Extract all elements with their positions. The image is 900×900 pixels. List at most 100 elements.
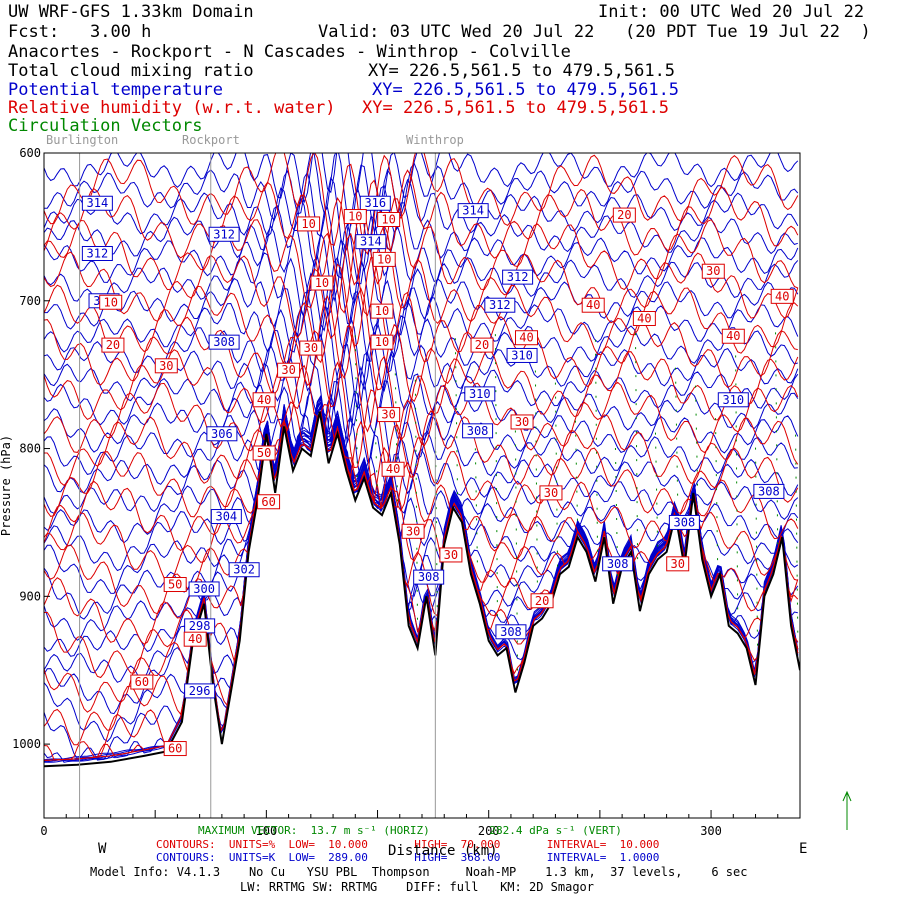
forecast-hours: 3.00 h: [90, 22, 152, 42]
rh-label: 50: [163, 577, 187, 593]
rh-label-box: [539, 485, 563, 501]
field-rh: Relative humidity (w.r.t. water): [8, 98, 336, 118]
rh-label-box: [297, 216, 321, 232]
rh-label: 30: [666, 556, 690, 572]
theta-label-text: 308: [674, 515, 696, 529]
rh-label: 40: [252, 392, 276, 408]
rh-label-text: 20: [106, 338, 120, 352]
theta-label-box: [753, 483, 785, 499]
circulation-vector: [775, 332, 779, 551]
rh-label: 20: [470, 337, 494, 353]
rh-label-text: 10: [377, 252, 391, 266]
rh-label: 30: [277, 362, 301, 378]
route-title: Anacortes - Rockport - N Cascades - Wint…: [8, 42, 571, 62]
theta-label-text: 314: [360, 235, 382, 249]
theta-label-text: 296: [189, 684, 211, 698]
theta-contour: [44, 153, 799, 208]
theta-label-box: [188, 581, 220, 597]
theta-label-box: [206, 426, 238, 442]
rh-label-text: 40: [586, 298, 600, 312]
rh-label-text: 40: [519, 331, 533, 345]
x-tick-label: 0: [40, 824, 47, 838]
rh-label-text: 60: [168, 742, 182, 756]
rh-label: 10: [370, 303, 394, 319]
theta-label: 308: [668, 514, 700, 530]
theta-label-box: [413, 569, 445, 585]
rh-label-text: 10: [375, 304, 389, 318]
circulation-vector: [715, 418, 719, 571]
rh-label: 40: [381, 461, 405, 477]
rh-label: 40: [515, 330, 539, 346]
circulation-vector: [494, 334, 499, 637]
theta-label-text: 306: [211, 427, 233, 441]
rh-label-box: [370, 303, 394, 319]
theta-label: 314: [81, 195, 113, 211]
rh-label-text: 30: [706, 264, 720, 278]
theta-label-box: [668, 514, 700, 530]
rh-label-box: [370, 334, 394, 350]
theta-label: 300: [188, 581, 220, 597]
rh-label: 10: [370, 334, 394, 350]
theta-label-text: 310: [722, 393, 744, 407]
rh-label-box: [377, 212, 401, 227]
valid-time: Valid: 03 UTC Wed 20 Jul 22 (20 PDT Tue …: [318, 22, 871, 42]
rh-label: 30: [377, 407, 401, 423]
rh-label-text: 30: [544, 486, 558, 500]
field-cloud-xy: XY= 226.5,561.5 to 479.5,561.5: [368, 61, 676, 81]
rh-label-box: [154, 358, 178, 374]
theta-label-text: 312: [489, 298, 511, 312]
rh-label-box: [277, 362, 301, 378]
theta-label-text: 300: [193, 582, 215, 596]
rh-label: 40: [581, 297, 605, 313]
theta-contour: [44, 390, 799, 475]
theta-label-box: [184, 683, 216, 699]
rh-label-text: 40: [637, 312, 651, 326]
field-rh-xy: XY= 226.5,561.5 to 479.5,561.5: [362, 98, 670, 118]
theta-label-text: 312: [87, 246, 109, 260]
theta-label-box: [81, 195, 113, 211]
x-tick-label: 300: [700, 824, 722, 838]
rh-label-text: 40: [386, 462, 400, 476]
rh-label-box: [163, 741, 187, 757]
rh-label: 10: [99, 294, 123, 310]
rh-label: 10: [377, 212, 401, 227]
theta-contour: [44, 256, 799, 339]
rh-label: 50: [252, 445, 276, 461]
theta-label: 308: [413, 569, 445, 585]
theta-label-text: 310: [469, 387, 491, 401]
rh-label-text: 50: [257, 446, 271, 460]
rh-contour: [44, 361, 799, 478]
rh-label-box: [310, 275, 334, 291]
y-tick-label: 900: [19, 589, 41, 603]
rh-label: 20: [530, 593, 554, 609]
rh-label: 10: [343, 209, 367, 225]
rh-contour: [44, 287, 798, 403]
rh-label-text: 40: [188, 632, 202, 646]
rh-label-text: 30: [444, 548, 458, 562]
theta-label-box: [208, 226, 240, 242]
rh-label-text: 60: [135, 675, 149, 689]
rh-label-box: [666, 556, 690, 572]
theta-label: 306: [206, 426, 238, 442]
theta-contour: [44, 215, 799, 303]
rh-label: 10: [310, 275, 334, 291]
theta-label-box: [717, 392, 749, 408]
rh-label: 60: [257, 494, 281, 510]
theta-label: 304: [210, 509, 242, 525]
theta-label-text: 304: [215, 510, 237, 524]
theta-contour-info: CONTOURS: UNITS=K LOW= 289.00 HIGH= 368.…: [156, 851, 660, 864]
theta-label: 298: [184, 618, 216, 634]
rh-contour: [44, 169, 799, 286]
rh-contour: [44, 401, 799, 509]
rh-label-box: [770, 288, 794, 304]
rh-label-box: [257, 494, 281, 510]
theta-label: 302: [228, 562, 260, 578]
theta-label: 310: [506, 347, 538, 363]
circulation-vector: [654, 432, 659, 549]
rh-label-text: 50: [168, 578, 182, 592]
yaxis-title: Pressure (hPa): [0, 435, 13, 536]
rh-label-box: [99, 294, 123, 310]
rh-label-text: 60: [261, 495, 275, 509]
rh-label-box: [183, 631, 207, 647]
